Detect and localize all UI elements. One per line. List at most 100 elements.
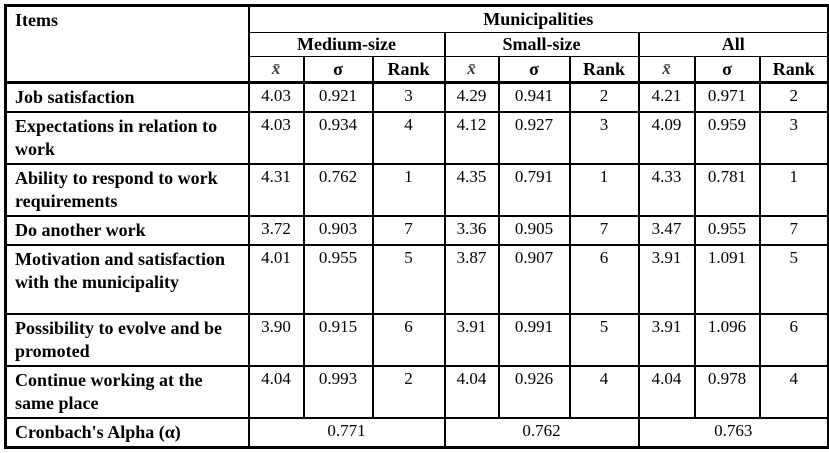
mean-value: 4.12 <box>443 111 500 166</box>
item-label-text: Motivation and satisfaction with the mun… <box>15 249 226 293</box>
mean-value: 4.21 <box>637 81 696 114</box>
rank-value: 2 <box>758 81 829 114</box>
rank-value: 7 <box>371 215 446 247</box>
rank-value: 2 <box>568 81 640 114</box>
rank-value: 4 <box>758 365 829 420</box>
sd-value: 0.955 <box>302 244 374 316</box>
items-column-header: Items <box>4 4 250 84</box>
item-label: Possibility to evolve and be promoted <box>4 313 250 368</box>
mean-value: 4.29 <box>443 81 500 114</box>
sd-value: 0.915 <box>302 313 374 368</box>
municipalities-header: Municipalities <box>247 4 829 33</box>
item-label: Expectations in relation to work <box>4 111 250 166</box>
rank-header-all: Rank <box>758 56 829 84</box>
sd-value: 1.091 <box>693 244 761 316</box>
rank-value: 6 <box>568 244 640 316</box>
header-row-stats: x̄ σ Rank x̄ σ Rank x̄ σ Rank <box>6 56 829 84</box>
sd-value: 0.921 <box>302 81 374 114</box>
sd-value: 0.993 <box>302 365 374 420</box>
rank-value: 1 <box>371 163 446 218</box>
rank-value: 1 <box>568 163 640 218</box>
rank-value: 3 <box>568 111 640 166</box>
table-row: Do another work 3.72 0.903 7 3.36 0.905 … <box>4 215 829 247</box>
mean-value: 3.91 <box>443 313 500 368</box>
sd-value: 0.903 <box>302 215 374 247</box>
item-label: Job satisfaction <box>4 81 250 114</box>
rank-value: 7 <box>568 215 640 247</box>
sigma-header-small: σ <box>497 56 571 84</box>
sd-value: 0.907 <box>497 244 571 316</box>
rank-value: 5 <box>568 313 640 368</box>
mean-value: 4.31 <box>247 163 305 218</box>
mean-value: 4.35 <box>443 163 500 218</box>
item-label: Ability to respond to work requirements <box>4 163 250 218</box>
mean-value: 4.33 <box>637 163 696 218</box>
sd-value: 0.791 <box>497 163 571 218</box>
sd-value: 0.905 <box>497 215 571 247</box>
rank-value: 5 <box>371 244 446 316</box>
mean-value: 3.91 <box>637 244 696 316</box>
sd-value: 0.934 <box>302 111 374 166</box>
sigma-header-all: σ <box>693 56 761 84</box>
table-row: Continue working at the same place 4.04 … <box>4 365 829 420</box>
table-row: Ability to respond to work requirements … <box>4 163 829 218</box>
mean-value: 4.03 <box>247 111 305 166</box>
item-label: Do another work <box>4 215 250 247</box>
rank-header-small: Rank <box>568 56 640 84</box>
mean-value: 3.36 <box>443 215 500 247</box>
item-label-text: Continue working at the same place <box>15 370 203 414</box>
mean-header-medium: x̄ <box>247 56 305 84</box>
rank-header-medium: Rank <box>371 56 446 84</box>
rank-value: 7 <box>758 215 829 247</box>
sd-value: 0.781 <box>693 163 761 218</box>
sd-value: 0.927 <box>497 111 571 166</box>
group-header-all: All <box>637 32 829 57</box>
table-row: Expectations in relation to work 4.03 0.… <box>4 111 829 166</box>
cronbach-label-text: Cronbach's Alpha (α) <box>15 422 181 443</box>
mean-value: 4.03 <box>247 81 305 114</box>
mean-value: 4.04 <box>637 365 696 420</box>
mean-value: 4.04 <box>443 365 500 420</box>
mean-value: 4.09 <box>637 111 696 166</box>
table-row: Possibility to evolve and be promoted 3.… <box>4 313 829 368</box>
group-header-small-size: Small-size <box>443 32 640 57</box>
rank-value: 3 <box>758 111 829 166</box>
item-label-text: Possibility to evolve and be promoted <box>15 318 223 362</box>
item-label: Motivation and satisfaction with the mun… <box>4 244 250 316</box>
rank-value: 3 <box>371 81 446 114</box>
item-label: Continue working at the same place <box>4 365 250 420</box>
item-label-text: Do another work <box>15 220 146 241</box>
statistics-table: Items Municipalities Medium-size Small-s… <box>4 4 829 450</box>
group-header-medium-size: Medium-size <box>247 32 446 57</box>
header-row-groups: Medium-size Small-size All <box>6 32 829 57</box>
rank-value: 2 <box>371 365 446 420</box>
sd-value: 0.926 <box>497 365 571 420</box>
mean-value: 4.01 <box>247 244 305 316</box>
sd-value: 0.762 <box>302 163 374 218</box>
table-row: Job satisfaction 4.03 0.921 3 4.29 0.941… <box>4 81 829 114</box>
sd-value: 1.096 <box>693 313 761 368</box>
rank-value: 1 <box>758 163 829 218</box>
rank-value: 5 <box>758 244 829 316</box>
mean-value: 3.91 <box>637 313 696 368</box>
sd-value: 0.941 <box>497 81 571 114</box>
mean-header-small: x̄ <box>443 56 500 84</box>
rank-value: 6 <box>758 313 829 368</box>
item-label-text: Ability to respond to work requirements <box>15 168 218 212</box>
sd-value: 0.971 <box>693 81 761 114</box>
sd-value: 0.959 <box>693 111 761 166</box>
mean-value: 3.47 <box>637 215 696 247</box>
header-row-municipalities: Items Municipalities <box>4 4 829 84</box>
rank-value: 4 <box>568 365 640 420</box>
item-label-text: Job satisfaction <box>15 87 135 107</box>
mean-value: 3.87 <box>443 244 500 316</box>
rank-value: 6 <box>371 313 446 368</box>
sd-value: 0.991 <box>497 313 571 368</box>
mean-header-all: x̄ <box>637 56 696 84</box>
rank-value: 4 <box>371 111 446 166</box>
sigma-header-medium: σ <box>302 56 374 84</box>
table-row: Motivation and satisfaction with the mun… <box>4 244 829 316</box>
item-label-text: Expectations in relation to work <box>15 116 218 160</box>
mean-value: 3.72 <box>247 215 305 247</box>
sd-value: 0.978 <box>693 365 761 420</box>
